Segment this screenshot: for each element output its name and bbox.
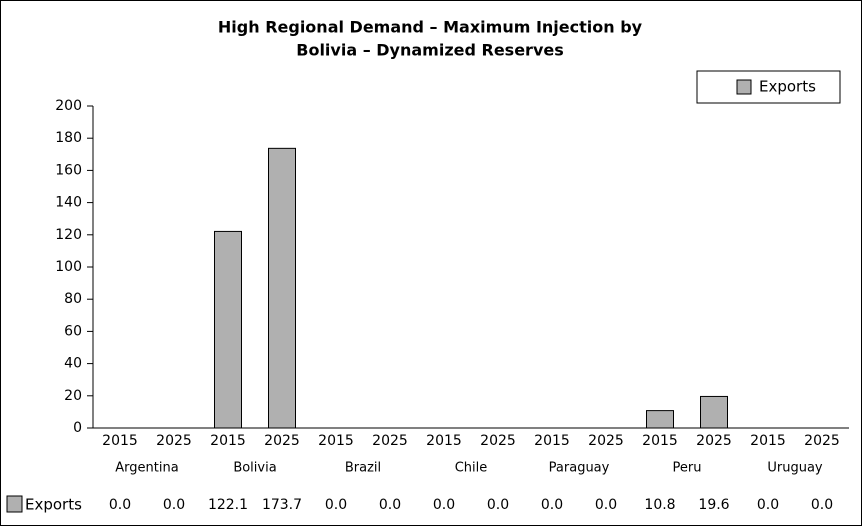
y-tick-label: 180 bbox=[55, 130, 82, 146]
legend-label: Exports bbox=[759, 78, 816, 96]
data-table-value: 0.0 bbox=[163, 497, 185, 513]
data-table-value: 0.0 bbox=[433, 497, 455, 513]
y-tick-label: 100 bbox=[55, 259, 82, 275]
x-tick-label: 2025 bbox=[264, 433, 300, 449]
y-tick-label: 0 bbox=[73, 420, 82, 436]
data-table-series-name: Exports bbox=[25, 496, 82, 514]
x-tick-label: 2015 bbox=[534, 433, 570, 449]
data-table-value: 0.0 bbox=[487, 497, 509, 513]
chart-title: Bolivia – Dynamized Reserves bbox=[296, 41, 564, 60]
data-table-swatch bbox=[6, 495, 23, 513]
y-tick-label: 60 bbox=[64, 323, 82, 339]
data-table-value: 0.0 bbox=[109, 497, 131, 513]
data-table-value: 122.1 bbox=[208, 497, 248, 513]
data-table-value: 0.0 bbox=[595, 497, 617, 513]
group-label: Peru bbox=[673, 461, 702, 476]
x-tick-label: 2025 bbox=[372, 433, 408, 449]
x-tick-label: 2015 bbox=[642, 433, 678, 449]
y-tick-label: 20 bbox=[64, 388, 82, 404]
data-table-value: 10.8 bbox=[644, 497, 675, 513]
x-tick-label: 2015 bbox=[750, 433, 786, 449]
data-table-value: 19.6 bbox=[698, 497, 729, 513]
group-label: Paraguay bbox=[549, 461, 610, 476]
y-tick-label: 160 bbox=[55, 162, 82, 178]
x-tick-label: 2015 bbox=[426, 433, 462, 449]
bar bbox=[646, 410, 674, 429]
x-tick-label: 2025 bbox=[696, 433, 732, 449]
bar bbox=[268, 147, 296, 429]
group-label: Uruguay bbox=[767, 461, 823, 476]
data-table-value: 0.0 bbox=[379, 497, 401, 513]
x-tick-label: 2025 bbox=[156, 433, 192, 449]
x-tick-label: 2025 bbox=[804, 433, 840, 449]
y-tick-label: 40 bbox=[64, 356, 82, 372]
bar bbox=[700, 395, 728, 429]
legend-swatch bbox=[736, 79, 752, 95]
data-table-value: 0.0 bbox=[541, 497, 563, 513]
x-tick-label: 2015 bbox=[318, 433, 354, 449]
group-label: Bolivia bbox=[233, 461, 276, 476]
x-tick-label: 2025 bbox=[480, 433, 516, 449]
x-tick-label: 2025 bbox=[588, 433, 624, 449]
group-label: Brazil bbox=[345, 461, 381, 476]
group-label: Argentina bbox=[115, 461, 178, 476]
legend-box bbox=[696, 70, 841, 104]
x-tick-label: 2015 bbox=[102, 433, 138, 449]
x-tick-label: 2015 bbox=[210, 433, 246, 449]
y-tick-label: 200 bbox=[55, 98, 82, 114]
data-table-value: 0.0 bbox=[325, 497, 347, 513]
group-label: Chile bbox=[455, 461, 488, 476]
y-tick-label: 140 bbox=[55, 195, 82, 211]
chart-title: High Regional Demand – Maximum Injection… bbox=[218, 18, 643, 37]
y-tick-label: 80 bbox=[64, 291, 82, 307]
y-tick-label: 120 bbox=[55, 227, 82, 243]
bar bbox=[214, 230, 242, 429]
data-table-value: 0.0 bbox=[811, 497, 833, 513]
data-table-value: 173.7 bbox=[262, 497, 302, 513]
data-table-value: 0.0 bbox=[757, 497, 779, 513]
